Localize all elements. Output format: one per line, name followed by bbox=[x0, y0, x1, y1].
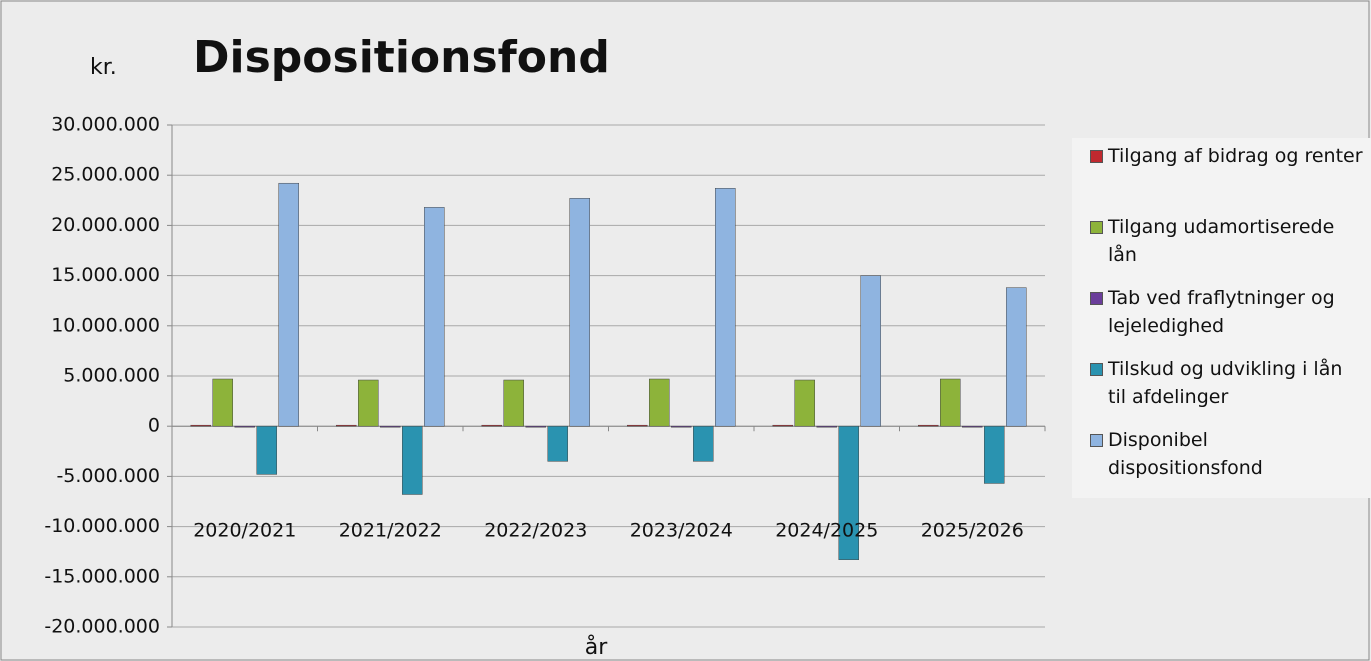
y-tick-label: 0 bbox=[148, 415, 160, 437]
bar bbox=[918, 424, 939, 427]
y-tick-label: -15.000.000 bbox=[44, 565, 160, 587]
bar bbox=[424, 207, 445, 427]
y-tick-label: -10.000.000 bbox=[44, 515, 160, 537]
bar bbox=[358, 379, 379, 427]
legend-swatch bbox=[1090, 150, 1103, 163]
bar bbox=[481, 424, 502, 427]
bar bbox=[212, 378, 233, 427]
bar bbox=[190, 424, 211, 427]
bar bbox=[772, 424, 793, 427]
bar bbox=[336, 424, 357, 427]
bar bbox=[380, 425, 401, 428]
x-tick-label: 2025/2026 bbox=[921, 520, 1024, 542]
legend-item: Tilgang udamortiserede lån bbox=[1084, 213, 1364, 269]
bar bbox=[816, 425, 837, 428]
legend-swatch bbox=[1090, 363, 1103, 376]
bar bbox=[860, 275, 881, 427]
legend-label: Tilgang af bidrag og renter bbox=[1108, 145, 1363, 167]
legend-item: Tab ved fraflytninger og lejeledighed bbox=[1084, 284, 1364, 340]
bar bbox=[256, 425, 277, 475]
y-tick-label: 20.000.000 bbox=[51, 214, 160, 236]
x-tick-label: 2020/2021 bbox=[193, 520, 296, 542]
legend-item: Tilskud og udvikling i lån til afdelinge… bbox=[1084, 355, 1364, 411]
x-tick-label: 2021/2022 bbox=[339, 520, 442, 542]
legend-label: Disponibel dispositionsfond bbox=[1108, 429, 1263, 479]
legend-label: Tilgang udamortiserede lån bbox=[1108, 216, 1335, 266]
bar bbox=[1006, 287, 1027, 427]
y-tick-label: 15.000.000 bbox=[51, 264, 160, 286]
bar bbox=[984, 425, 1005, 484]
y-tick-label: -20.000.000 bbox=[44, 616, 160, 638]
legend-item: Tilgang af bidrag og renter bbox=[1084, 142, 1364, 170]
y-tick-label: 10.000.000 bbox=[51, 314, 160, 336]
y-tick-label: 25.000.000 bbox=[51, 164, 160, 186]
x-tick-label: 2022/2023 bbox=[484, 520, 587, 542]
legend-swatch bbox=[1090, 292, 1103, 305]
legend-swatch bbox=[1090, 434, 1103, 447]
bar bbox=[547, 425, 568, 462]
bar bbox=[940, 378, 961, 427]
bar bbox=[649, 378, 670, 427]
legend-label: Tab ved fraflytninger og lejeledighed bbox=[1108, 287, 1335, 337]
bar bbox=[503, 379, 524, 427]
y-unit: kr. bbox=[90, 55, 117, 80]
bar bbox=[794, 379, 815, 427]
bar bbox=[627, 424, 648, 427]
y-tick-label: 30.000.000 bbox=[51, 114, 160, 136]
x-tick-label: 2024/2025 bbox=[775, 520, 878, 542]
bar bbox=[525, 425, 546, 428]
bar bbox=[234, 425, 255, 428]
bar bbox=[402, 425, 423, 495]
bar bbox=[278, 182, 299, 427]
chart-title: Dispositionsfond bbox=[193, 32, 610, 83]
y-tick-label: -5.000.000 bbox=[56, 465, 160, 487]
y-tick-label: 5.000.000 bbox=[63, 365, 160, 387]
x-tick-label: 2023/2024 bbox=[630, 520, 733, 542]
legend-item: Disponibel dispositionsfond bbox=[1084, 426, 1364, 482]
bar bbox=[671, 425, 692, 428]
bar bbox=[693, 425, 714, 462]
bar bbox=[838, 425, 859, 560]
bar bbox=[569, 198, 590, 427]
x-axis-title: år bbox=[585, 634, 608, 660]
legend-swatch bbox=[1090, 221, 1103, 234]
legend: Tilgang af bidrag og renter Tilgang udamo… bbox=[1072, 138, 1371, 498]
bar bbox=[715, 188, 736, 427]
bar bbox=[962, 425, 983, 428]
legend-label: Tilskud og udvikling i lån til afdelinge… bbox=[1108, 358, 1343, 408]
